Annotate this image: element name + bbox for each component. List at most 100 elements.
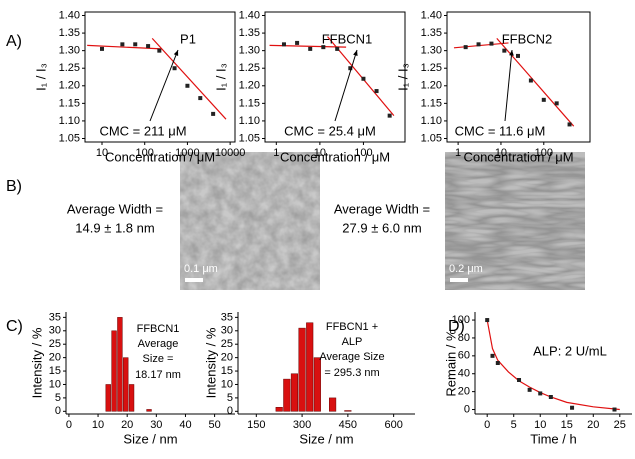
y-tick-label: 1.40 <box>421 9 442 21</box>
x-axis-label: Concentration / μM <box>280 149 390 164</box>
histogram-bar <box>117 317 123 412</box>
scale-bar <box>450 278 468 282</box>
annotation: FFBCN1 <box>322 31 373 46</box>
histogram-bar <box>313 357 321 412</box>
y-tick-label: 1.10 <box>239 115 260 127</box>
data-point <box>198 96 203 101</box>
data-point <box>528 78 533 83</box>
arrow-head <box>509 50 514 56</box>
y-tick-label: 25 <box>49 338 61 350</box>
y-tick-label: 1.20 <box>59 80 80 92</box>
y-tick-label: 1.15 <box>421 97 442 109</box>
tem-texture <box>180 152 320 290</box>
arrow <box>334 49 358 122</box>
x-tick-label: 20 <box>121 419 133 431</box>
y-tick-label: 1.30 <box>421 45 442 57</box>
x-axis-label: Concentration / μM <box>463 149 573 164</box>
data-point <box>185 83 190 88</box>
data-point <box>527 387 532 392</box>
histogram-bar <box>306 322 314 412</box>
tem-caption: Average Width = <box>334 201 430 216</box>
y-tick-label: 80 <box>458 332 470 344</box>
x-tick-label: 10 <box>495 147 507 159</box>
panel-label: D) <box>448 318 465 335</box>
annotation: CMC = 11.6 μM <box>455 123 546 138</box>
data-point <box>612 407 617 412</box>
data-point <box>361 76 366 81</box>
y-axis-label: I₁ / I₃ <box>213 63 228 91</box>
y-tick-label: 60 <box>458 350 470 362</box>
x-tick-label: 450 <box>339 419 357 431</box>
x-tick-label: 15 <box>561 419 573 431</box>
annotation: Average Size <box>319 351 384 363</box>
y-axis-label: Intensity / % <box>29 327 44 398</box>
fit-line <box>151 37 227 120</box>
data-point <box>172 66 177 71</box>
annotation: Average <box>138 338 179 350</box>
y-tick-label: 1.30 <box>239 45 260 57</box>
y-tick-label: 1.15 <box>239 97 260 109</box>
data-point <box>515 53 520 58</box>
y-tick-label: 1.20 <box>421 80 442 92</box>
x-axis-label: Size / nm <box>123 431 177 446</box>
y-tick-label: 1.35 <box>421 27 442 39</box>
y-tick-label: 1.05 <box>59 132 80 144</box>
y-tick-label: 1.05 <box>239 132 260 144</box>
x-tick-label: 100 <box>136 147 154 159</box>
data-point <box>489 41 494 46</box>
y-tick-label: 100 <box>452 314 470 326</box>
x-tick-label: 150 <box>247 419 265 431</box>
x-tick-label: 50 <box>208 419 220 431</box>
fit-line <box>453 42 509 49</box>
data-point <box>146 44 151 49</box>
histogram-bar <box>111 330 117 412</box>
fit-line <box>496 37 575 127</box>
x-tick-label: 20 <box>587 419 599 431</box>
data-point <box>567 122 572 127</box>
data-point <box>335 46 340 51</box>
histogram-bar <box>123 357 129 412</box>
histogram-bar <box>298 327 306 412</box>
y-tick-label: 0 <box>464 403 470 415</box>
annotation: = 295.3 nm <box>324 367 379 379</box>
y-axis-label: Intensity / % <box>203 327 218 398</box>
data-point <box>120 42 125 47</box>
x-tick-label: 600 <box>384 419 402 431</box>
x-axis-label: Time / h <box>530 431 576 446</box>
annotation: ALP: 2 U/mL <box>533 343 607 358</box>
x-tick-label: 100 <box>354 147 372 159</box>
x-tick-label: 10000 <box>215 147 246 159</box>
x-tick-label: 10 <box>96 147 108 159</box>
x-tick-label: 1 <box>273 147 279 159</box>
y-tick-label: 1.25 <box>59 62 80 74</box>
x-tick-label: 0 <box>484 419 490 431</box>
tem-texture <box>445 152 585 290</box>
y-tick-label: 20 <box>458 386 470 398</box>
plot-frame <box>264 11 406 143</box>
y-tick-label: 1.30 <box>59 45 80 57</box>
x-tick-label: 10 <box>92 419 104 431</box>
y-tick-label: 1.25 <box>239 62 260 74</box>
histogram-bar <box>283 378 291 412</box>
y-tick-label: 1.40 <box>59 9 80 21</box>
x-tick-label: 100 <box>535 147 553 159</box>
panel-label: B) <box>6 178 22 195</box>
data-point <box>321 45 326 50</box>
data-point <box>490 353 495 358</box>
data-point <box>281 42 286 47</box>
y-tick-label: 15 <box>49 365 61 377</box>
x-tick-label: 25 <box>614 419 626 431</box>
tem-caption: Average Width = <box>67 201 163 216</box>
panel-label: C) <box>6 318 23 335</box>
x-tick-label: 10 <box>534 419 546 431</box>
y-tick-label: 35 <box>221 311 233 323</box>
y-tick-label: 1.25 <box>421 62 442 74</box>
y-axis-label: Remain / % <box>443 329 458 397</box>
plot-frame <box>446 11 591 143</box>
data-point <box>570 405 575 410</box>
histogram-bar <box>290 373 299 412</box>
annotation: Size = <box>143 353 174 365</box>
annotation: P1 <box>180 31 196 46</box>
scale-bar <box>185 278 203 282</box>
y-tick-label: 1.35 <box>59 27 80 39</box>
